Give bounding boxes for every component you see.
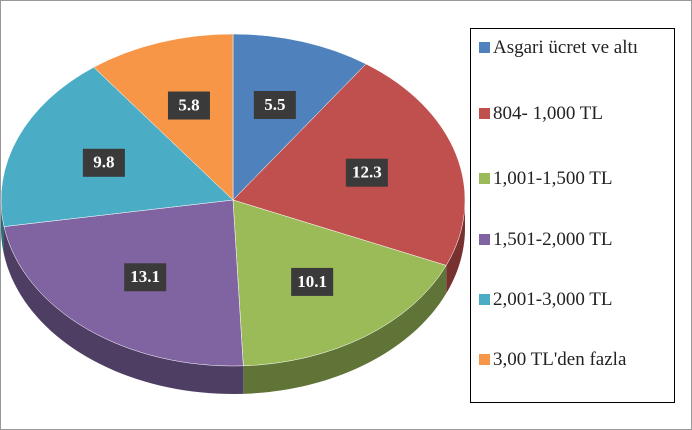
slice <box>232 199 447 367</box>
legend-item: 1,501-2,000 TL <box>477 227 683 252</box>
data-label: 9.8 <box>82 148 125 177</box>
legend-swatch <box>479 108 490 119</box>
data-label-box <box>345 158 388 187</box>
legend-swatch <box>479 354 490 365</box>
data-label-box <box>253 91 296 120</box>
data-label: 12.3 <box>345 158 388 187</box>
legend-swatch <box>479 173 490 184</box>
legend-item: 1,001-1,500 TL <box>477 166 683 191</box>
pie-chart: 5.5 12.3 10.1 13.1 9.8 5.8 <box>0 33 466 394</box>
data-label: 5.5 <box>253 91 296 120</box>
slice <box>232 33 367 201</box>
legend-item: Asgari ücret ve altı <box>477 35 683 60</box>
data-label-text: 5.5 <box>264 95 285 114</box>
data-label-text: 12.3 <box>352 163 382 182</box>
data-label-box <box>82 148 125 177</box>
legend-swatch <box>479 294 490 305</box>
slice-side <box>446 200 465 294</box>
legend-label: 1,501-2,000 TL <box>493 229 613 250</box>
legend-item: 2,001-3,000 TL <box>477 287 683 312</box>
data-label: 10.1 <box>291 267 334 296</box>
slice <box>3 199 244 367</box>
data-label-box <box>124 263 167 292</box>
legend-label: 2,001-3,000 TL <box>493 289 613 310</box>
slice-side <box>243 265 447 394</box>
legend-item: 804- 1,000 TL <box>477 101 683 126</box>
legend-label: 804- 1,000 TL <box>493 103 603 124</box>
legend-swatch <box>479 234 490 245</box>
data-label-text: 10.1 <box>297 272 327 291</box>
data-label: 5.8 <box>167 91 210 120</box>
slice <box>0 66 234 227</box>
slice <box>93 33 234 201</box>
data-label: 13.1 <box>124 263 167 292</box>
legend-item: 3,00 TL'den fazla <box>477 347 683 372</box>
data-label-text: 5.8 <box>178 95 199 114</box>
data-label-text: 9.8 <box>93 153 114 172</box>
legend: Asgari ücret ve altı 804- 1,000 TL 1,001-1… <box>470 28 675 403</box>
legend-label: Asgari ücret ve altı <box>493 37 639 58</box>
legend-swatch <box>479 42 490 53</box>
data-label-box <box>167 91 210 120</box>
legend-label: 3,00 TL'den fazla <box>493 349 627 370</box>
slice-side <box>3 226 244 394</box>
data-label-text: 13.1 <box>130 267 160 286</box>
data-label-box <box>291 267 334 296</box>
legend-label: 1,001-1,500 TL <box>493 168 613 189</box>
